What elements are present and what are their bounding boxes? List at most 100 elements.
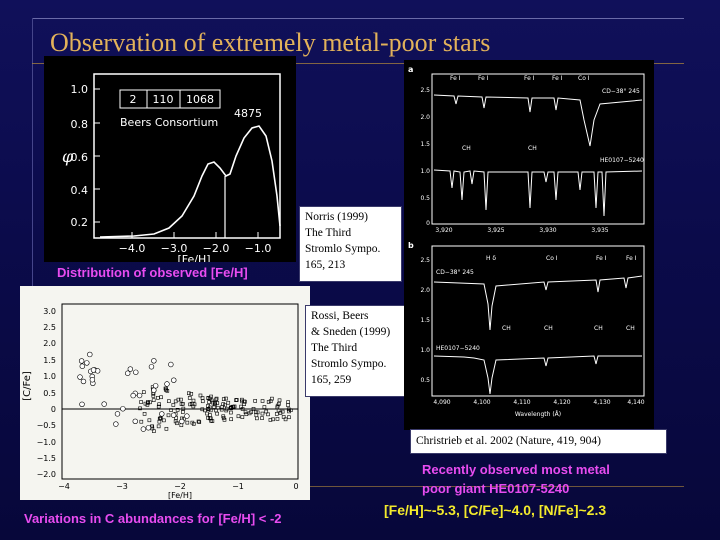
ch-label: CH: [594, 325, 603, 332]
scatter-point: [207, 416, 212, 421]
scatter-point: [113, 421, 119, 427]
footer-rule: [20, 486, 684, 487]
y-tick: 1.0: [43, 372, 56, 381]
scatter-point: [151, 387, 157, 393]
scatter-point: [120, 406, 126, 412]
scatter-point: [125, 370, 131, 376]
scatter-point: [157, 402, 162, 407]
scatter-point: [283, 417, 288, 422]
y-tick: 2.0: [420, 287, 430, 294]
reference-line: Rossi, Beers: [311, 310, 369, 322]
y-tick: 0.5: [43, 389, 56, 398]
scatter-point: [212, 405, 216, 409]
phi-axis-label: φ: [62, 147, 74, 166]
x-tick: 3,925: [487, 227, 504, 234]
scatter-point: [232, 404, 237, 409]
line-id: Fe I: [478, 75, 489, 82]
scatter-point: [286, 407, 291, 412]
x-tick: −1.0: [245, 242, 272, 255]
x-tick: 4,110: [513, 399, 530, 406]
scatter-point: [268, 418, 273, 422]
scatter-point: [210, 419, 215, 423]
scatter-point: [151, 398, 156, 402]
spectrum-he0107-bottom: [433, 355, 642, 395]
x-tick: 4,120: [553, 399, 570, 406]
scatter-point: [209, 394, 213, 399]
scatter-point: [175, 408, 180, 412]
scatter-point: [167, 399, 171, 403]
peak-count-label: 4875: [234, 107, 262, 120]
x-tick: −2: [174, 482, 186, 491]
scatter-point: [216, 405, 220, 410]
x-tick: 3,930: [539, 227, 556, 234]
reference-line: Norris (1999): [305, 211, 368, 223]
x-tick: 4,090: [433, 399, 450, 406]
christlieb-reference: Christrieb et al. 2002 (Nature, 419, 904…: [410, 429, 667, 454]
x-tick: −2.0: [203, 242, 230, 255]
scatter-point: [236, 414, 241, 419]
x-axis-label: [Fe/H]: [168, 491, 192, 500]
x-tick: 4,130: [593, 399, 610, 406]
scatter-point: [198, 393, 203, 398]
scatter-point: [224, 396, 228, 401]
reference-line: The Third: [311, 342, 358, 354]
scatter-point: [140, 426, 147, 432]
y-tick: −0.5: [37, 421, 56, 430]
y-tick: 2.0: [43, 339, 56, 348]
line-id: Fe I: [450, 75, 461, 82]
spectrum-cd38-bottom: [433, 275, 643, 331]
scatter-point: [145, 425, 152, 431]
panel-label-a: a: [408, 65, 413, 74]
scatter-point: [151, 358, 157, 364]
scatter-point: [266, 400, 271, 404]
scatter-point: [260, 399, 265, 403]
x-tick: −3: [116, 482, 128, 491]
rossi-reference: Rossi, Beers & Sneden (1999) The Third S…: [305, 305, 411, 397]
x-tick: −1: [232, 482, 244, 491]
scatter-point: [139, 419, 144, 424]
scatter-point: [185, 420, 190, 425]
reference-line: & Sneden (1999): [311, 326, 391, 338]
scatter-point: [287, 415, 291, 420]
scatter-point: [159, 411, 165, 417]
scatter-point: [156, 424, 161, 429]
scatter-point: [260, 411, 265, 416]
scatter-point: [243, 399, 247, 404]
y-tick: 2.5: [420, 257, 430, 264]
abundances-caption: [Fe/H]~-5.3, [C/Fe]~4.0, [N/Fe]~2.3: [384, 502, 607, 518]
scatter-point: [200, 407, 205, 412]
title-underline: [32, 63, 684, 64]
y-tick: 1.0: [420, 168, 430, 175]
scatter-point: [133, 369, 139, 375]
y-tick: 0.5: [420, 195, 430, 202]
x-axis-label: [Fe/H]: [177, 253, 210, 262]
panel-label-b: b: [408, 241, 414, 250]
recent-caption-line1: Recently observed most metal: [422, 462, 610, 477]
ch-label: CH: [528, 145, 537, 152]
scatter-point: [277, 398, 282, 403]
scatter-point: [142, 412, 147, 416]
scatter-point: [148, 364, 155, 370]
scatter-point: [77, 374, 83, 380]
scatter-point: [171, 403, 176, 407]
scatter-point: [80, 378, 87, 385]
scatter-point: [156, 396, 160, 400]
y-tick: 0.2: [71, 216, 89, 229]
header-rule: [32, 18, 684, 19]
scatter-point: [130, 392, 136, 399]
scatter-point: [226, 400, 231, 405]
scatter-point: [253, 399, 257, 403]
scatter-point: [84, 360, 90, 366]
scatter-point: [234, 398, 238, 402]
reference-line: Stromlo Sympo.: [311, 358, 387, 370]
top-plot-frame: [431, 73, 645, 225]
scatter-point: [79, 401, 85, 407]
x-tick: 4,140: [627, 399, 644, 406]
scatter-point: [254, 413, 259, 418]
scatter-point: [189, 401, 194, 406]
reference-line: The Third: [305, 227, 352, 239]
left-rule: [32, 18, 33, 438]
x-tick: 4,100: [473, 399, 490, 406]
legend-cell: 2: [130, 93, 137, 106]
scatter-point: [173, 419, 178, 424]
